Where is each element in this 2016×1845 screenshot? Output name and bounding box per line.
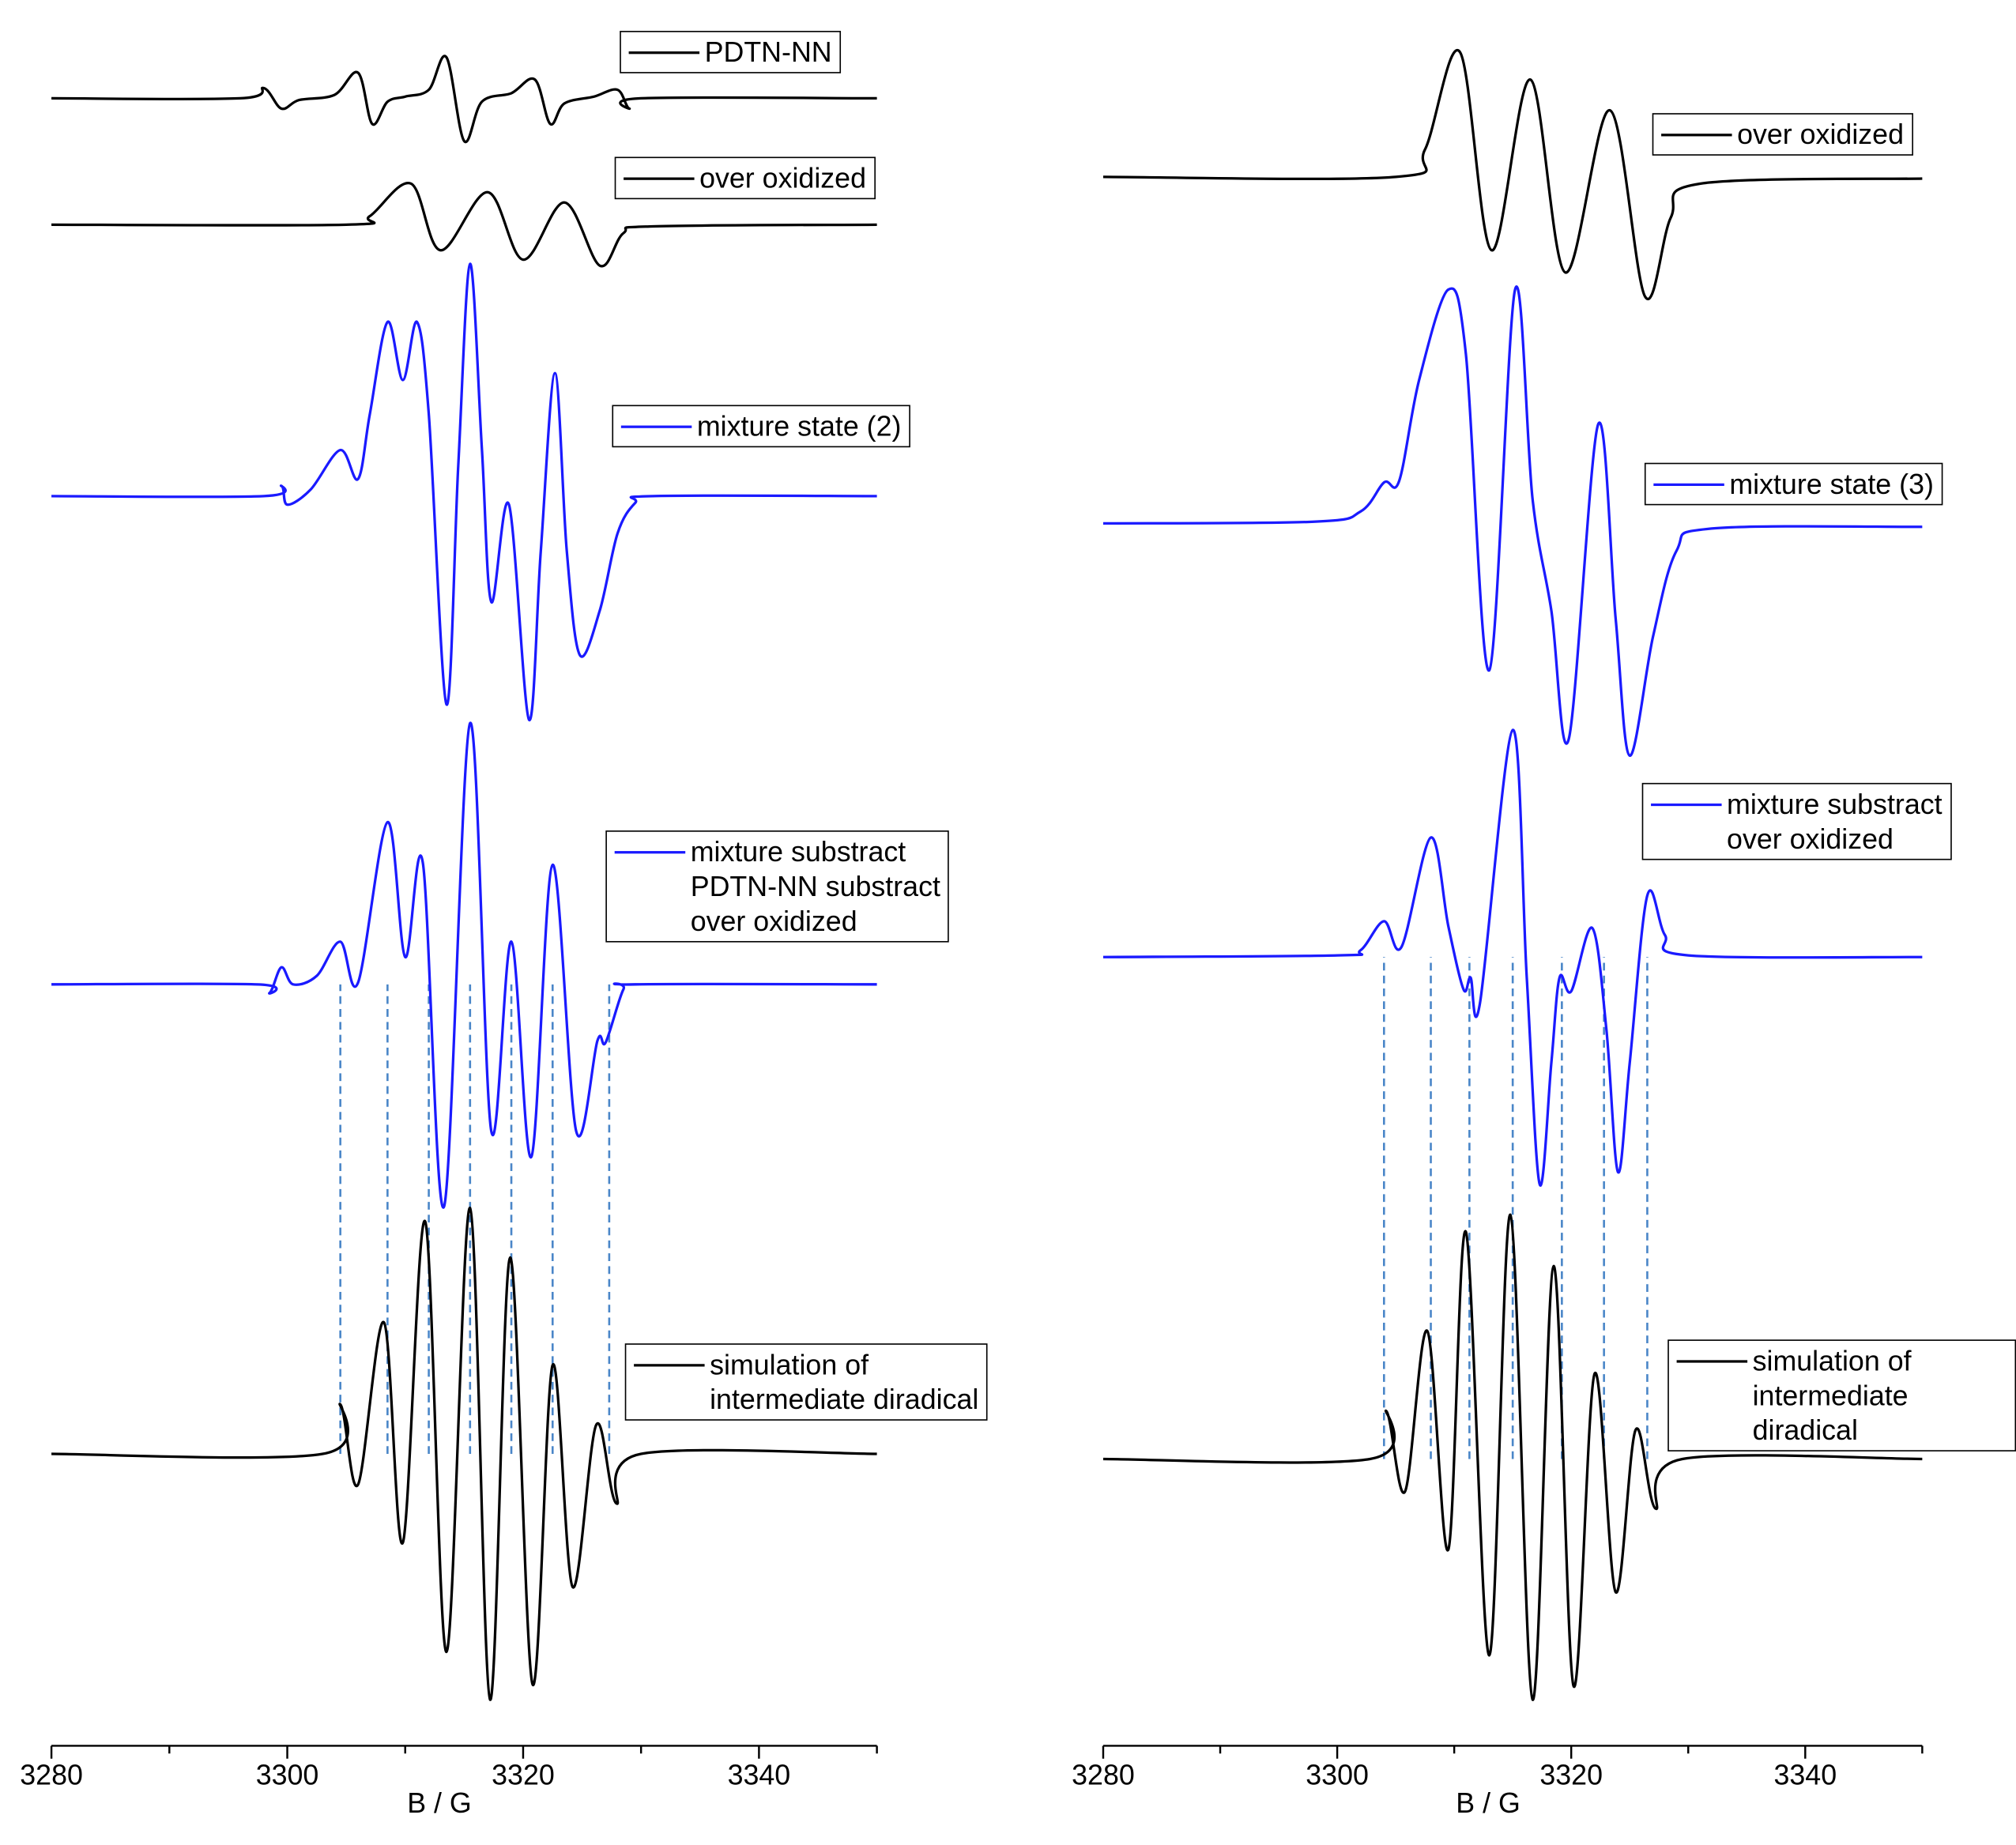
x-axis-label: B / G <box>407 1787 472 1819</box>
legend: mixture substract over oxidized <box>1641 782 1951 860</box>
trace <box>1102 729 1923 1187</box>
legend: mixture state (2) <box>612 405 910 448</box>
legend-swatch <box>634 1364 705 1367</box>
legend: PDTN-NN <box>620 31 842 73</box>
x-tick-label: 3340 <box>728 1759 791 1790</box>
legend: simulation of intermediate diradical <box>624 1343 988 1421</box>
legend: simulation of intermediate diradical <box>1667 1339 2016 1452</box>
legend-swatch <box>1661 134 1732 137</box>
legend-swatch <box>1676 1360 1748 1363</box>
x-tick-label: 3320 <box>1539 1759 1603 1790</box>
legend-swatch <box>614 851 686 854</box>
legend-label: over oxidized <box>1737 118 1905 151</box>
trace <box>51 721 877 1209</box>
legend-swatch <box>620 425 692 428</box>
legend-label: over oxidized <box>699 162 867 194</box>
legend: mixture state (3) <box>1644 462 1943 506</box>
legend-swatch <box>624 177 695 180</box>
x-tick-label: 3300 <box>1306 1759 1369 1790</box>
legend-label: PDTN-NN <box>704 36 832 69</box>
legend: over oxidized <box>614 156 876 200</box>
legend-swatch <box>628 51 700 55</box>
legend: over oxidized <box>1652 113 1913 156</box>
legend-label: mixture substract over oxidized <box>1727 788 1943 855</box>
x-tick-label: 3280 <box>1072 1759 1135 1790</box>
x-tick-label: 3320 <box>492 1759 555 1790</box>
x-tick-label: 3300 <box>256 1759 319 1790</box>
x-axis-label: B / G <box>1456 1787 1520 1819</box>
legend-swatch <box>1651 803 1722 807</box>
legend-swatch <box>1653 483 1724 487</box>
legend-label: mixture state (3) <box>1729 468 1934 500</box>
x-tick-label: 3280 <box>20 1759 83 1790</box>
trace <box>51 55 877 144</box>
trace <box>51 182 877 268</box>
trace <box>51 1207 877 1701</box>
legend-label: mixture state (2) <box>696 410 902 442</box>
legend-label: mixture substract PDTN-NN substract over… <box>690 835 940 938</box>
legend: mixture substract PDTN-NN substract over… <box>605 830 950 943</box>
trace <box>51 262 877 721</box>
trace <box>1102 1213 1923 1701</box>
trace <box>1102 48 1923 300</box>
legend-label: simulation of intermediate diradical <box>1752 1344 1912 1447</box>
trace <box>1102 285 1923 757</box>
legend-label: simulation of intermediate diradical <box>710 1348 979 1416</box>
x-tick-label: 3340 <box>1774 1759 1837 1790</box>
